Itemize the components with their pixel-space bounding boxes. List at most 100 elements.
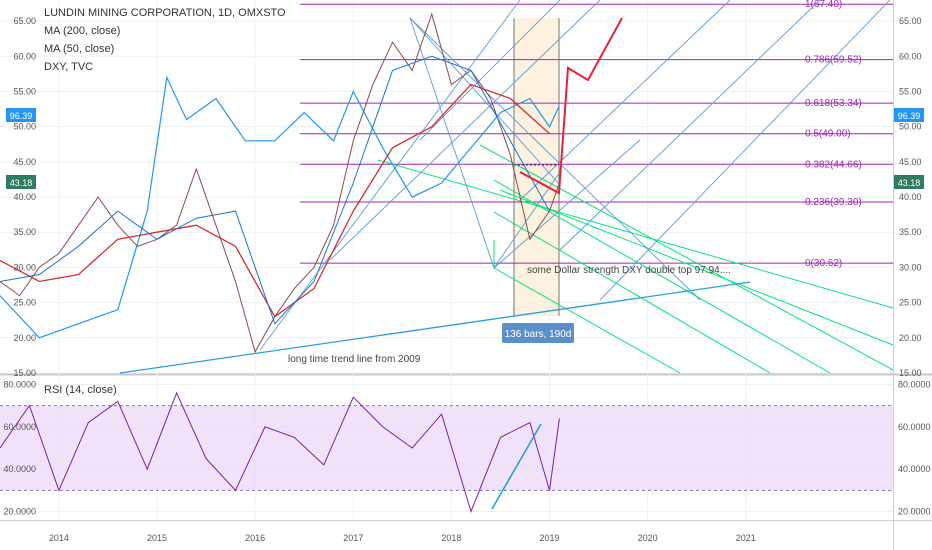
fib-levels: 1(67.40) 0.786(59.52) 0.618(53.34) 0.5(49.0… [300, 0, 893, 269]
price-panel-bg [0, 0, 893, 373]
price-tick-label: 55.00 [899, 86, 922, 96]
stock-price-badge-left: 43.18 [6, 175, 36, 189]
indicator-ma50[interactable]: MA (50, close) [44, 43, 115, 55]
rsi-tick-label-left: 80.0000 [3, 379, 36, 389]
fib-level-label: 0(30.62) [805, 258, 842, 269]
fan-line-5 [559, 0, 821, 251]
price-tick-label: 30.00 [899, 262, 922, 272]
time-tick-label: 2017 [343, 533, 363, 543]
trend-line-note: long time trend line from 2009 [288, 354, 421, 365]
rsi-tick-label-left: 60.0000 [3, 422, 36, 432]
dxy-line [0, 75, 560, 339]
price-tick-label-left: 45.00 [13, 157, 36, 167]
price-tick-label: 40.00 [899, 192, 922, 202]
price-tick-label-left: 20.00 [13, 333, 36, 343]
stock-price-badge-right: 43.18 [894, 175, 924, 189]
rsi-axis-ticks: 80.0000 60.0000 40.0000 20.0000 [898, 379, 931, 516]
fan-line-2 [329, 0, 601, 261]
triangle [409, 17, 561, 269]
chart-title: LUNDIN MINING CORPORATION, 1D, OMXSTO [44, 7, 286, 19]
price-line [0, 12, 560, 354]
price-tick-label-left: 60.00 [13, 51, 36, 61]
rsi-line [0, 391, 560, 514]
rsi-trend-line [491, 423, 542, 510]
price-tick-label-left: 50.00 [13, 122, 36, 132]
dxy-note: some Dollar strength DXY double top 97.9… [527, 265, 731, 276]
ma50-line [0, 55, 550, 325]
fib-level-label: 1(67.40) [805, 0, 842, 10]
indicator-dxy[interactable]: DXY, TVC [44, 61, 94, 73]
rsi-tick-label-left: 40.0000 [3, 464, 36, 474]
projected-path [519, 17, 623, 195]
blue-fan-lines [119, 0, 891, 374]
pitchfork-line-2 [479, 144, 894, 371]
price-tick-label-left: 65.00 [13, 16, 36, 26]
range-badge-text: 136 bars, 190d [505, 329, 572, 340]
rsi-tick-label: 60.0000 [898, 422, 931, 432]
pitchfork-line-5 [493, 267, 681, 374]
time-tick-label: 2016 [245, 533, 265, 543]
time-axis-ticks: 2014 2015 2016 2017 2018 2019 2020 2021 [49, 533, 756, 543]
long-trend-line [119, 281, 751, 374]
fib-level-label: 0.382(44.66) [805, 159, 862, 170]
stock-price-badge-left-bg [6, 175, 36, 189]
pitchfork [377, 144, 894, 374]
range-badge: 136 bars, 190d [502, 323, 574, 343]
time-tick-label: 2015 [147, 533, 167, 543]
fan-line-9 [493, 139, 641, 269]
rsi-band [0, 405, 893, 491]
price-tick-label: 15.00 [899, 368, 922, 378]
pitchfork-line-1 [377, 159, 894, 309]
price-tick-label: 65.00 [899, 16, 922, 26]
stock-price-badge-right-bg [894, 175, 924, 189]
price-tick-label: 25.00 [899, 298, 922, 308]
time-tick-label: 2018 [441, 533, 461, 543]
fib-level-label: 0.786(59.52) [805, 55, 862, 66]
price-tick-label: 20.00 [899, 333, 922, 343]
rsi-band-lines [0, 405, 893, 491]
fan-line-1 [259, 0, 521, 351]
projection-zone [514, 18, 559, 316]
range-badge-bg [502, 323, 574, 343]
dxy-price-badge-left-text: 96.39 [10, 111, 33, 121]
fan-line-4 [519, 0, 731, 201]
rsi-tick-label: 20.0000 [898, 507, 931, 517]
stock-price-badge-right-text: 43.18 [898, 178, 921, 188]
dxy-price-badge-right-bg [894, 108, 924, 122]
dxy-price-badge-left-bg [6, 108, 36, 122]
fib-level-label: 0.618(53.34) [805, 98, 862, 109]
price-axis-ticks: 65.00 60.00 55.00 50.00 45.00 40.00 35.00 30.00… [899, 16, 922, 378]
price-tick-label-left: 55.00 [13, 86, 36, 96]
pitchfork-line-4 [493, 211, 771, 374]
price-tick-label-left: 15.00 [13, 368, 36, 378]
time-tick-label: 2021 [736, 533, 756, 543]
pitchfork-line-3 [493, 179, 831, 374]
fib-level-label: 0.236(39.30) [805, 197, 862, 208]
fib-level-label: 0.5(49.00) [805, 129, 851, 140]
time-tick-label: 2014 [49, 533, 69, 543]
stock-price-badge-left-text: 43.18 [10, 178, 33, 188]
rsi-tick-label: 40.0000 [898, 464, 931, 474]
dxy-price-badge-right: 96.39 [894, 108, 924, 122]
rsi-tick-label-left: 20.0000 [3, 507, 36, 517]
rsi-label[interactable]: RSI (14, close) [44, 384, 117, 396]
price-axis-ticks-left: 65.00 60.00 55.00 50.00 45.00 40.00 35.00 30.00… [13, 16, 36, 378]
fan-line-7 [409, 17, 701, 301]
price-tick-label-left: 35.00 [13, 227, 36, 237]
indicator-ma200[interactable]: MA (200, close) [44, 25, 121, 37]
time-tick-label: 2020 [638, 533, 658, 543]
rsi-tick-label: 80.0000 [898, 379, 931, 389]
time-tick-label: 2019 [540, 533, 560, 543]
price-tick-label-left: 40.00 [13, 192, 36, 202]
pitchfork-line-6 [499, 189, 894, 346]
ma200-line [0, 83, 550, 318]
rsi-axis-ticks-left: 80.0000 60.0000 40.0000 20.0000 [3, 379, 36, 516]
price-tick-label-left: 30.00 [13, 262, 36, 272]
price-tick-label: 45.00 [899, 157, 922, 167]
price-tick-label: 35.00 [899, 227, 922, 237]
price-tick-label-left: 25.00 [13, 298, 36, 308]
dxy-price-badge-left: 96.39 [6, 108, 36, 122]
fan-line-8 [409, 17, 561, 186]
price-tick-label: 60.00 [899, 51, 922, 61]
